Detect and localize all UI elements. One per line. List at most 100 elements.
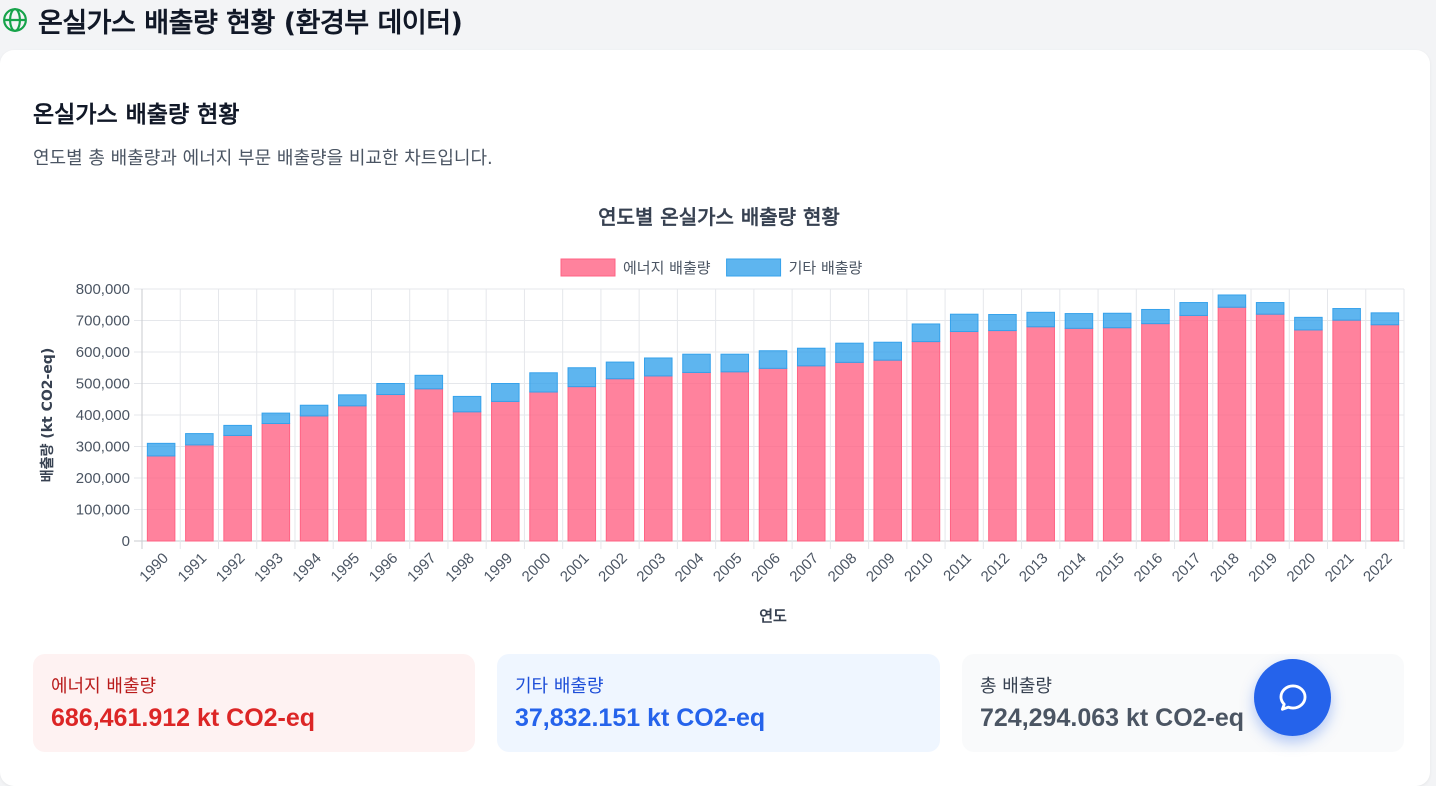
y-tick-label: 0 (122, 533, 130, 550)
bar-0-2004 (682, 371, 711, 542)
x-tick-label: 2014 (1054, 550, 1090, 586)
bar-1-1991 (185, 433, 214, 446)
x-tick-label: 2001 (557, 550, 593, 586)
bar-0-1995 (338, 405, 367, 542)
x-tick-label: 1993 (251, 550, 287, 586)
bar-0-2018 (1217, 306, 1247, 542)
bar-0-1994 (299, 415, 329, 542)
chat-button[interactable] (1254, 659, 1331, 736)
legend-label-0: 에너지 배출량 (623, 259, 711, 277)
bar-0-1997 (414, 388, 444, 542)
bar-1-2017 (1179, 302, 1208, 316)
x-tick-label: 2020 (1284, 550, 1320, 586)
energy-stat-value: 686,461.912 kt CO2-eq (51, 704, 316, 732)
legend-swatch-0 (560, 258, 616, 277)
x-tick-label: 1990 (136, 550, 172, 586)
total-stat-card: 총 배출량 724,294.063 kt CO2-eq (962, 654, 1404, 752)
bar-0-2008 (835, 361, 864, 542)
bar-1-2005 (720, 353, 750, 373)
bar-1-1997 (414, 374, 444, 390)
energy-stat-label: 에너지 배출량 (51, 676, 157, 697)
bar-0-2009 (873, 359, 902, 542)
page-header: 온실가스 배출량 현황 (환경부 데이터) (0, 0, 1436, 40)
x-tick-label: 2002 (595, 550, 631, 586)
bar-0-2002 (605, 378, 635, 542)
bar-0-1991 (185, 444, 214, 542)
bar-1-1990 (146, 442, 176, 457)
bar-0-2003 (644, 375, 673, 542)
bar-1-2006 (758, 350, 788, 369)
bar-1-2015 (1102, 312, 1132, 329)
bar-1-2022 (1370, 312, 1400, 326)
x-tick-label: 2008 (825, 550, 861, 586)
bar-1-2014 (1064, 313, 1094, 329)
bar-0-2021 (1332, 319, 1361, 542)
y-tick-label: 400,000 (76, 407, 130, 424)
other-stat-card: 기타 배출량 37,832.151 kt CO2-eq (497, 654, 940, 752)
x-tick-label: 1992 (213, 550, 249, 586)
content-card: 온실가스 배출량 현황 연도별 총 배출량과 에너지 부문 배출량을 비교한 차… (0, 50, 1430, 786)
y-tick-label: 100,000 (76, 502, 130, 519)
x-tick-label: 2017 (1169, 550, 1205, 586)
bar-1-2020 (1294, 316, 1323, 331)
bar-0-2007 (796, 365, 826, 542)
x-axis-title: 연도 (759, 607, 787, 625)
bar-0-1990 (146, 455, 176, 542)
y-tick-label: 300,000 (76, 439, 130, 456)
x-tick-label: 1998 (442, 550, 478, 586)
y-axis-title: 배출량 (kt CO2-eq) (39, 348, 56, 482)
bar-0-1999 (491, 400, 520, 542)
bar-0-2001 (567, 386, 597, 542)
bar-0-2006 (758, 367, 788, 542)
bar-1-2004 (682, 353, 711, 373)
bar-1-2018 (1217, 294, 1247, 308)
y-tick-label: 600,000 (76, 344, 130, 361)
bar-1-1996 (376, 383, 405, 396)
bar-1-2013 (1026, 311, 1055, 328)
bar-0-1996 (376, 394, 405, 542)
x-tick-label: 2005 (710, 550, 746, 586)
bar-0-2011 (949, 331, 979, 542)
bar-1-1994 (299, 404, 329, 417)
x-tick-label: 1991 (175, 550, 211, 586)
bar-0-2015 (1102, 327, 1132, 542)
x-tick-label: 2015 (1092, 550, 1128, 586)
bar-1-2021 (1332, 308, 1361, 321)
bar-0-2020 (1294, 329, 1323, 542)
x-tick-label: 2018 (1207, 550, 1243, 586)
bar-0-2016 (1141, 323, 1170, 542)
bar-0-2013 (1026, 326, 1055, 542)
globe-icon (3, 8, 27, 32)
y-tick-label: 800,000 (76, 281, 130, 298)
other-stat-value: 37,832.151 kt CO2-eq (515, 704, 766, 732)
bar-0-2010 (911, 341, 941, 542)
bar-0-2012 (988, 330, 1017, 542)
x-tick-label: 2007 (786, 550, 822, 586)
energy-stat-card: 에너지 배출량 686,461.912 kt CO2-eq (33, 654, 475, 752)
x-tick-label: 2010 (901, 550, 937, 586)
bar-1-2008 (835, 342, 864, 363)
bar-0-2005 (720, 371, 750, 542)
bar-1-2007 (796, 347, 826, 367)
bar-0-2014 (1064, 327, 1094, 542)
bar-1-2000 (529, 372, 558, 393)
bar-0-1992 (223, 434, 252, 542)
x-tick-label: 2003 (633, 550, 669, 586)
bar-0-2019 (1255, 313, 1285, 542)
x-tick-label: 2009 (863, 550, 899, 586)
x-tick-label: 1996 (366, 550, 402, 586)
section-description: 연도별 총 배출량과 에너지 부문 배출량을 비교한 차트입니다. (33, 148, 493, 169)
y-tick-label: 200,000 (76, 470, 130, 487)
bar-1-2002 (605, 361, 635, 380)
x-tick-label: 1997 (404, 550, 440, 586)
y-tick-label: 500,000 (76, 376, 130, 393)
bar-1-1999 (491, 383, 520, 402)
x-tick-label: 1999 (481, 550, 517, 586)
x-tick-label: 1994 (289, 550, 325, 586)
x-tick-label: 2004 (672, 550, 708, 586)
bar-1-1998 (452, 395, 482, 413)
x-tick-label: 2006 (748, 550, 784, 586)
bar-1-2003 (644, 357, 673, 377)
total-stat-label: 총 배출량 (980, 676, 1052, 697)
